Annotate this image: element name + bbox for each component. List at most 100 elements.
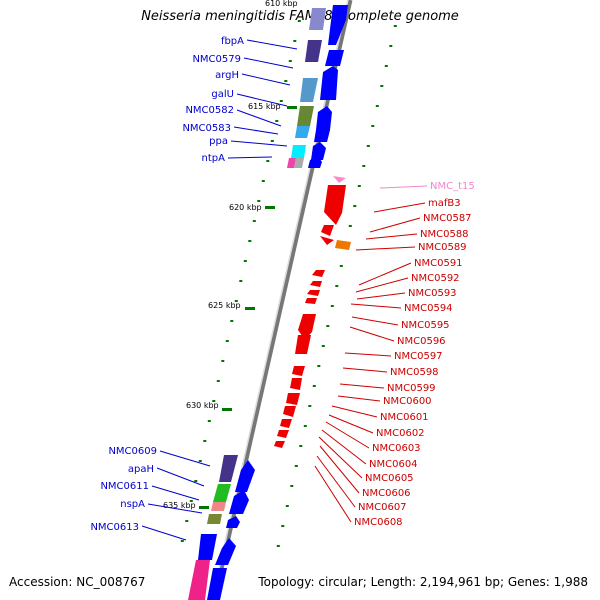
minor-ticks: [180, 20, 397, 547]
gene-block: [291, 145, 306, 158]
label-leader: [328, 414, 374, 434]
gene-label-right[interactable]: NMC0602: [376, 428, 425, 439]
gene-label-right[interactable]: NMC0604: [369, 459, 418, 470]
gene-arrow: [277, 430, 289, 438]
gene-label-left[interactable]: apaH: [128, 464, 154, 475]
minor-tick: [293, 40, 297, 42]
gene-label-right[interactable]: NMC0605: [365, 473, 414, 484]
minor-tick: [212, 400, 216, 402]
label-leader: [316, 455, 356, 508]
label-leader: [230, 140, 288, 147]
label-leader: [243, 57, 294, 69]
gene-label-left[interactable]: NMC0609: [108, 446, 157, 457]
gene-label-left[interactable]: nspA: [120, 499, 145, 510]
gene-label-left[interactable]: NMC0582: [185, 105, 234, 116]
gene-label-right[interactable]: mafB3: [428, 198, 461, 209]
gene-arrow: [314, 124, 330, 142]
minor-tick: [389, 45, 393, 47]
gene-arrow: [328, 5, 348, 45]
minor-tick: [330, 305, 334, 307]
gene-arrow: [198, 534, 217, 560]
label-leader: [147, 503, 203, 514]
gene-label-left[interactable]: ntpA: [202, 153, 226, 164]
scale-620: 620 kbp: [229, 203, 262, 212]
gene-label-right[interactable]: NMC0601: [380, 412, 429, 423]
minor-tick: [384, 65, 388, 67]
minor-tick: [243, 260, 247, 262]
minor-tick: [221, 360, 225, 362]
label-leader: [241, 73, 291, 86]
minor-tick: [357, 185, 361, 187]
label-leader: [351, 316, 399, 326]
gene-label-right[interactable]: NMC0589: [418, 242, 467, 253]
gene-label-right[interactable]: NMC0608: [354, 517, 403, 528]
gene-label-right[interactable]: NMC0593: [408, 288, 457, 299]
gene-label-left[interactable]: NMC0611: [100, 481, 149, 492]
gene-label-right[interactable]: NMC0592: [411, 273, 460, 284]
minor-tick: [281, 525, 285, 527]
gene-label-left[interactable]: NMC0579: [192, 54, 241, 65]
label-leader: [314, 465, 352, 523]
gene-label-right[interactable]: NMC0597: [394, 351, 443, 362]
gene-arrow: [295, 335, 311, 354]
gene-label-right[interactable]: NMC0594: [404, 303, 453, 314]
gene-label-right[interactable]: NMC0595: [401, 320, 450, 331]
minor-tick: [348, 225, 352, 227]
label-leader: [151, 485, 200, 501]
minor-tick: [252, 220, 256, 222]
gene-label-left[interactable]: fbpA: [221, 36, 244, 47]
minor-tick: [276, 545, 280, 547]
label-leader: [321, 429, 367, 465]
minor-tick: [371, 125, 375, 127]
gene-label-left[interactable]: ppa: [209, 136, 228, 147]
trna-marker: [333, 176, 346, 183]
gene-label-right[interactable]: NMC0600: [383, 396, 432, 407]
gene-block: [309, 8, 326, 30]
label-leader: [159, 450, 211, 467]
gene-label-right[interactable]: NMC0603: [372, 443, 421, 454]
label-leader: [337, 395, 381, 402]
gene-label-left[interactable]: galU: [211, 89, 234, 100]
minor-tick: [225, 340, 229, 342]
minor-tick: [353, 205, 357, 207]
scale-tick: [199, 506, 209, 509]
scale-tick: [265, 206, 275, 209]
label-leader: [236, 93, 288, 107]
label-leader: [325, 421, 370, 449]
gene-label-right[interactable]: NMC0596: [397, 336, 446, 347]
gene-block: [335, 240, 351, 250]
minor-tick: [375, 105, 379, 107]
minor-tick: [321, 345, 325, 347]
minor-tick: [270, 140, 274, 142]
label-leader: [355, 246, 416, 251]
gene-arrow: [229, 490, 249, 514]
gene-label-left[interactable]: NMC0613: [90, 522, 139, 533]
gene-block: [295, 126, 310, 138]
scale-615: 615 kbp: [248, 102, 281, 111]
minor-tick: [299, 445, 303, 447]
gene-arrow: [321, 225, 334, 236]
minor-tick: [234, 300, 238, 302]
gene-label-right[interactable]: NMC0607: [358, 502, 407, 513]
scale-625: 625 kbp: [208, 301, 241, 310]
minor-tick: [230, 320, 234, 322]
gene-label-right[interactable]: NMC0591: [414, 258, 463, 269]
gene-label-right[interactable]: NMC0587: [423, 213, 472, 224]
gene-arrow: [320, 236, 334, 245]
right-gene-labels: NMC_t15 mafB3 NMC0587 NMC0588 NMC0589 NMC0591…: [314, 181, 475, 528]
gene-label-right[interactable]: NMC0606: [362, 488, 411, 499]
minor-tick: [294, 465, 298, 467]
gene-arrow: [283, 406, 296, 417]
gene-arrow: [325, 50, 344, 66]
gene-arrow: [312, 270, 325, 277]
gene-label-right[interactable]: NMC0599: [387, 383, 436, 394]
gene-label-left[interactable]: NMC0583: [182, 123, 231, 134]
gene-label-right[interactable]: NMC0598: [390, 367, 439, 378]
gene-block: [305, 40, 322, 62]
gene-label-left[interactable]: argH: [215, 70, 239, 81]
gene-label-right[interactable]: NMC_t15: [430, 181, 475, 192]
gene-label-right[interactable]: NMC0588: [420, 229, 469, 240]
gene-block: [297, 106, 314, 126]
label-leader: [339, 383, 385, 389]
label-leader: [318, 436, 363, 479]
